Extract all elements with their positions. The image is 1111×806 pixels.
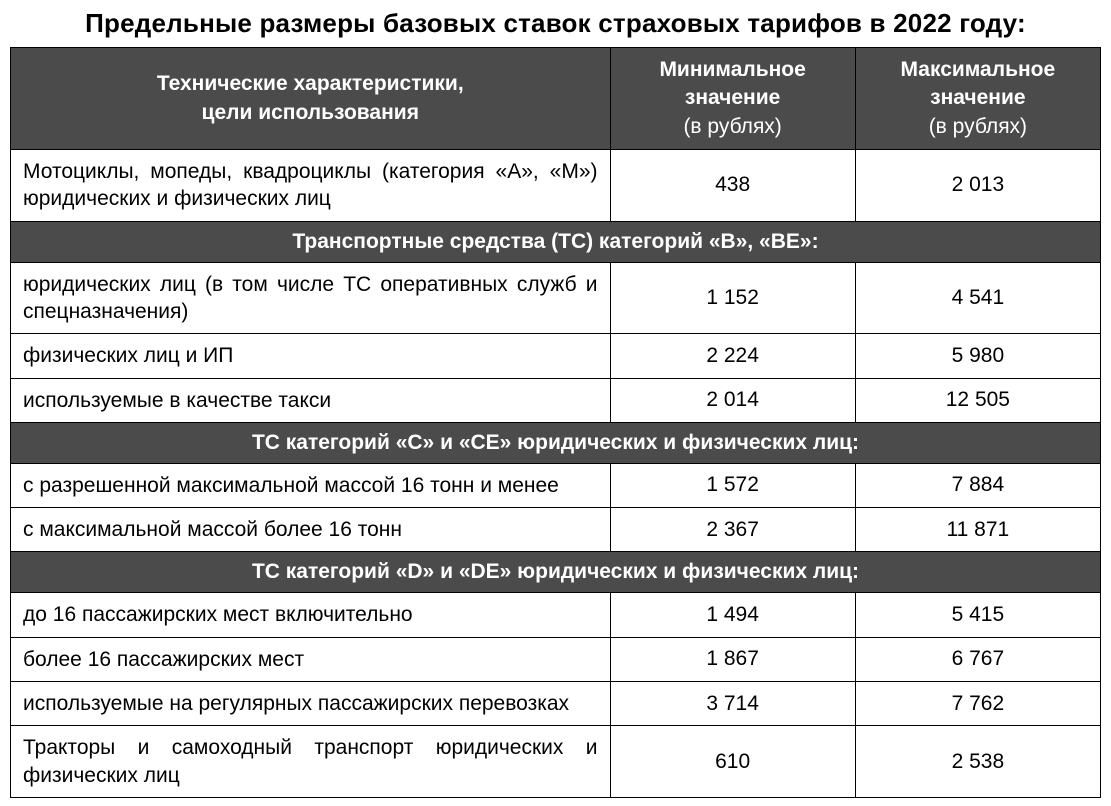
table-body: Мотоциклы, мопеды, квадроциклы (категори…	[11, 150, 1101, 798]
cell-min-value: 1 494	[610, 593, 855, 637]
cell-description: с разрешенной максимальной массой 16 тон…	[11, 463, 611, 507]
cell-description: физических лиц и ИП	[11, 334, 611, 378]
cell-description: с максимальной массой более 16 тонн	[11, 508, 611, 552]
table-header-row: Технические характеристики, цели использ…	[11, 48, 1101, 150]
cell-max-value: 2 538	[855, 726, 1100, 798]
cell-max-value: 12 505	[855, 378, 1100, 422]
section-row: ТС категорий «C» и «CE» юридических и фи…	[11, 422, 1101, 463]
cell-min-value: 1 572	[610, 463, 855, 507]
section-row: ТС категорий «D» и «DE» юридических и фи…	[11, 552, 1101, 593]
col-header-max-primary: Максимальное значение	[901, 58, 1056, 109]
cell-description: используемые в качестве такси	[11, 378, 611, 422]
cell-max-value: 5 415	[855, 593, 1100, 637]
col-header-max-secondary: (в рублях)	[929, 115, 1027, 138]
cell-max-value: 11 871	[855, 508, 1100, 552]
cell-min-value: 2 014	[610, 378, 855, 422]
table-row: физических лиц и ИП2 2245 980	[11, 334, 1101, 378]
cell-max-value: 6 767	[855, 637, 1100, 681]
cell-description: используемые на регулярных пассажирских …	[11, 682, 611, 726]
cell-description: юридических лиц (в том числе ТС оператив…	[11, 262, 611, 334]
col-header-description: Технические характеристики, цели использ…	[11, 48, 611, 150]
cell-min-value: 610	[610, 726, 855, 798]
table-row: используемые в качестве такси2 01412 505	[11, 378, 1101, 422]
cell-description: до 16 пассажирских мест включительно	[11, 593, 611, 637]
section-label: ТС категорий «D» и «DE» юридических и фи…	[11, 552, 1101, 593]
cell-description: Тракторы и самоходный транспорт юридичес…	[11, 726, 611, 798]
cell-max-value: 4 541	[855, 262, 1100, 334]
cell-min-value: 2 367	[610, 508, 855, 552]
col-header-desc-line2: цели использования	[202, 101, 419, 124]
table-row: более 16 пассажирских мест1 8676 767	[11, 637, 1101, 681]
cell-min-value: 438	[610, 150, 855, 222]
cell-max-value: 7 884	[855, 463, 1100, 507]
section-label: Транспортные средства (ТС) категорий «B»…	[11, 221, 1101, 262]
table-row: Мотоциклы, мопеды, квадроциклы (категори…	[11, 150, 1101, 222]
cell-max-value: 5 980	[855, 334, 1100, 378]
col-header-min-primary: Минимальное значение	[659, 58, 805, 109]
cell-max-value: 7 762	[855, 682, 1100, 726]
table-row: с разрешенной максимальной массой 16 тон…	[11, 463, 1101, 507]
table-row: с максимальной массой более 16 тонн2 367…	[11, 508, 1101, 552]
section-label: ТС категорий «C» и «CE» юридических и фи…	[11, 422, 1101, 463]
col-header-min: Минимальное значение (в рублях)	[610, 48, 855, 150]
cell-min-value: 2 224	[610, 334, 855, 378]
page-title: Предельные размеры базовых ставок страхо…	[10, 8, 1101, 39]
tariff-table: Технические характеристики, цели использ…	[10, 47, 1101, 798]
col-header-max: Максимальное значение (в рублях)	[855, 48, 1100, 150]
cell-max-value: 2 013	[855, 150, 1100, 222]
section-row: Транспортные средства (ТС) категорий «B»…	[11, 221, 1101, 262]
cell-description: более 16 пассажирских мест	[11, 637, 611, 681]
cell-min-value: 3 714	[610, 682, 855, 726]
table-row: до 16 пассажирских мест включительно1 49…	[11, 593, 1101, 637]
table-row: используемые на регулярных пассажирских …	[11, 682, 1101, 726]
cell-min-value: 1 867	[610, 637, 855, 681]
cell-description: Мотоциклы, мопеды, квадроциклы (категори…	[11, 150, 611, 222]
table-row: юридических лиц (в том числе ТС оператив…	[11, 262, 1101, 334]
col-header-min-secondary: (в рублях)	[683, 115, 781, 138]
cell-min-value: 1 152	[610, 262, 855, 334]
table-row: Тракторы и самоходный транспорт юридичес…	[11, 726, 1101, 798]
col-header-desc-line1: Технические характеристики,	[157, 72, 464, 95]
